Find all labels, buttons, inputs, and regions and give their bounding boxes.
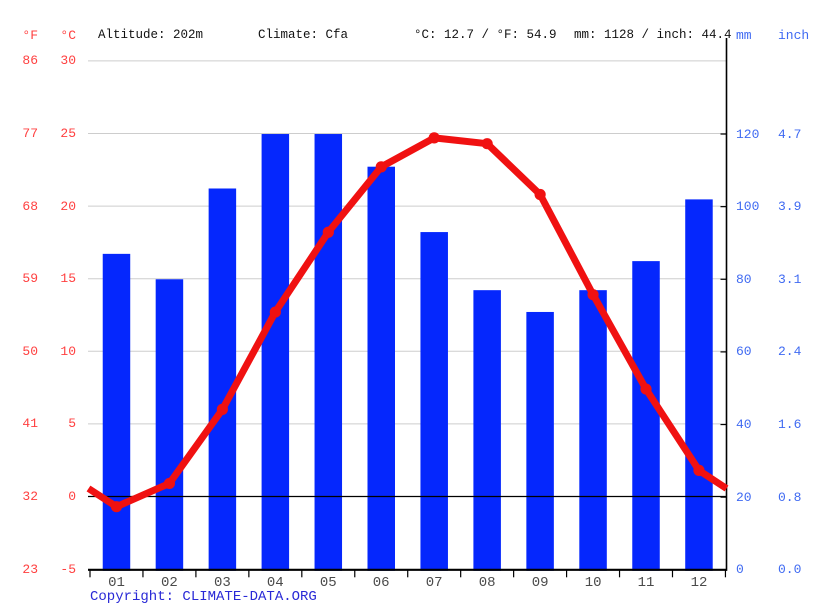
month-label: 03 (213, 574, 231, 591)
precip-bar-03 (208, 188, 237, 571)
temp-axis-label-f: 50 (22, 343, 38, 359)
month-label: 06 (372, 574, 390, 591)
temp-point-01 (110, 501, 123, 513)
precip-axis-label-mm: 0 (736, 562, 744, 578)
temp-axis-label-f: 41 (22, 416, 38, 432)
month-label: 04 (266, 574, 284, 591)
precip-axis-label-inch: 0.0 (778, 562, 802, 578)
copyright-link[interactable]: Copyright: CLIMATE-DATA.ORG (90, 589, 317, 605)
temp-point-10 (587, 289, 599, 301)
precip-axis-label-inch: 4.7 (778, 126, 802, 142)
month-label: 05 (319, 574, 337, 591)
precip-axis-label-mm: 100 (736, 199, 760, 215)
month-label: 07 (425, 574, 443, 591)
precip-bar-10 (579, 290, 607, 571)
precip-axis-label-mm: 80 (736, 271, 752, 287)
temp-line (86, 134, 729, 511)
precip-axis-label-inch: 1.6 (778, 417, 802, 432)
precip-axis-label-mm: 60 (736, 344, 752, 360)
temp-axis-label-c: -5 (60, 561, 76, 577)
temp-axis-label-c: 0 (68, 489, 76, 504)
month-label: 11 (637, 574, 655, 591)
precip-axis-label-mm: 120 (736, 126, 760, 142)
temp-point-04 (269, 306, 281, 318)
precip-axis-label-inch: 2.4 (778, 344, 802, 360)
temp-axis-label-f: 68 (22, 198, 38, 214)
temp-point-06 (375, 161, 387, 173)
precip-bar-05 (314, 134, 343, 571)
temp-axis-label-c: 25 (60, 126, 76, 141)
temp-point-07 (428, 132, 440, 144)
month-label: 12 (690, 574, 708, 591)
temp-point-08 (481, 138, 493, 150)
precip-bar-08 (473, 290, 501, 571)
precip-axis-label-mm: 40 (736, 417, 752, 432)
temp-axis-label-f: 86 (22, 53, 38, 69)
temp-axis-label-c: 5 (68, 416, 76, 432)
temp-axis-label-f: 23 (22, 561, 38, 577)
precip-bar-07 (420, 232, 448, 571)
precip-bar-02 (155, 279, 184, 571)
temp-point-11 (640, 383, 652, 395)
altitude-label: Altitude: 202m (98, 28, 204, 42)
temp-axis-label-f: 59 (22, 271, 38, 287)
temp-point-09 (534, 188, 546, 201)
precip-bar-12 (685, 199, 713, 571)
precip-bar-06 (367, 166, 395, 571)
temp-axis-label-c: 10 (60, 343, 76, 359)
temp-axis-label-c: 30 (60, 53, 76, 69)
month-label: 02 (160, 574, 178, 591)
month-label: 01 (108, 574, 125, 591)
annual-precipitation-label: mm: 1128 / inch: 44.4 (574, 28, 732, 42)
celsius-unit-label: °C (60, 28, 76, 43)
mm-unit-label: mm (736, 28, 752, 43)
temp-point-03 (216, 403, 228, 415)
month-label: 09 (531, 574, 549, 591)
inch-unit-label: inch (778, 28, 810, 43)
climate-class-label: Climate: Cfa (258, 28, 349, 42)
precip-axis-label-mm: 20 (736, 489, 752, 505)
month-label: 10 (584, 574, 602, 591)
temp-point-05 (322, 226, 334, 238)
precip-bar-04 (261, 134, 290, 571)
precip-axis-label-inch: 0.8 (778, 489, 802, 505)
month-label: 08 (478, 574, 496, 591)
temp-axis-label-f: 77 (22, 126, 38, 141)
precip-axis-label-inch: 3.1 (778, 271, 802, 287)
fahrenheit-unit-label: °F (22, 28, 38, 43)
temp-axis-label-f: 32 (22, 489, 38, 504)
precip-bar-11 (632, 261, 660, 571)
temp-axis-label-c: 15 (60, 271, 76, 287)
precip-bar-09 (526, 311, 554, 571)
temp-point-12 (693, 464, 705, 476)
temp-point-02 (163, 477, 176, 490)
temp-axis-label-c: 20 (60, 198, 76, 214)
precip-axis-label-inch: 3.9 (778, 199, 802, 215)
avg-temperature-label: °C: 12.7 / °F: 54.9 (414, 28, 557, 42)
precip-bar-01 (102, 253, 131, 571)
